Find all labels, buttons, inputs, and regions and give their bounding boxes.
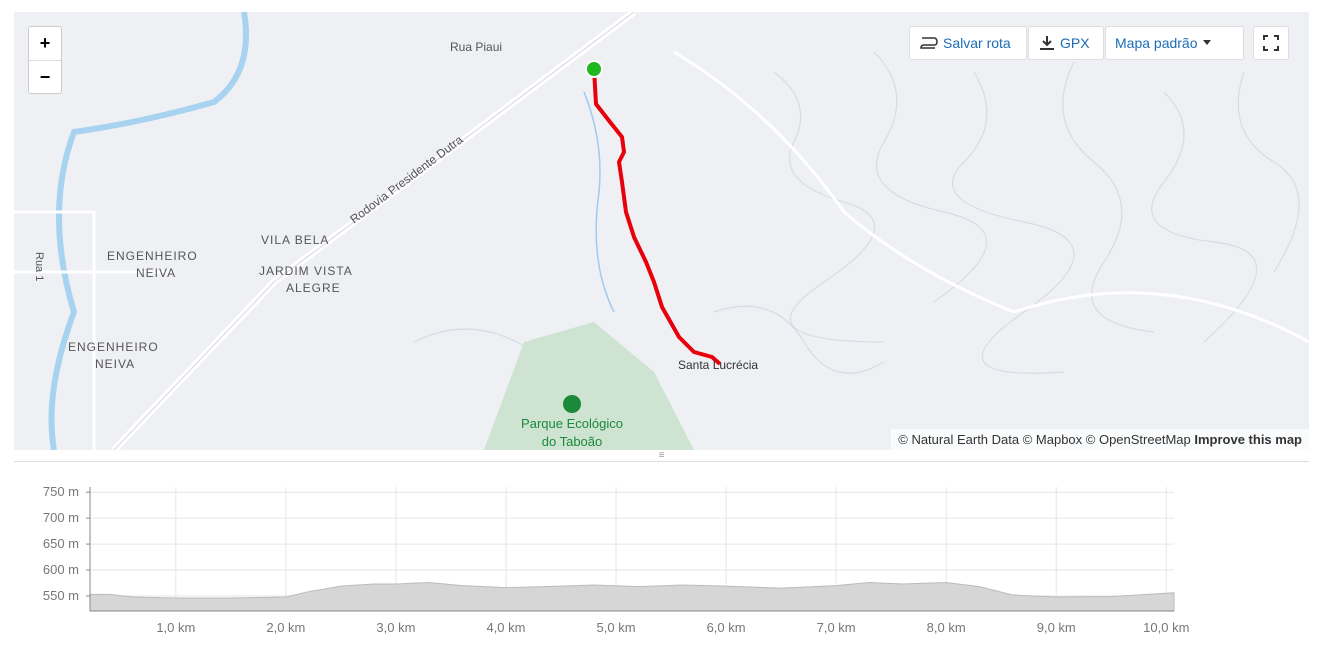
y-tick-label: 600 m [43, 562, 79, 577]
map-label: Santa Lucrécia [678, 358, 758, 372]
map-label: NEIVA [95, 357, 135, 371]
save-route-label: Salvar rota [943, 35, 1011, 51]
map-label: ENGENHEIRO [107, 249, 198, 263]
splitter[interactable]: ≡ [14, 450, 1309, 462]
attribution: © Natural Earth Data © Mapbox © OpenStre… [891, 429, 1309, 450]
elevation-area [89, 581, 1175, 612]
road [14, 210, 174, 450]
attribution-text: © Natural Earth Data © Mapbox © OpenStre… [898, 432, 1191, 447]
y-tick-label: 750 m [43, 484, 79, 499]
map-style-button[interactable]: Mapa padrão [1105, 26, 1244, 60]
map-label: ALEGRE [286, 281, 341, 295]
x-tick-label: 10,0 km [1143, 620, 1189, 635]
dropdown-icon [1202, 40, 1211, 45]
map-label: ENGENHEIRO [68, 340, 159, 354]
x-tick-label: 7,0 km [817, 620, 856, 635]
map-label: VILA BELA [261, 233, 329, 247]
map-label: Rodovia Presidente Dutra [347, 132, 465, 226]
map-label: do Taboão [542, 434, 603, 449]
x-tick-label: 5,0 km [597, 620, 636, 635]
river [48, 12, 249, 450]
x-tick-label: 6,0 km [707, 620, 746, 635]
map-label: JARDIM VISTA [259, 264, 353, 278]
elevation-chart: 1,0 km 2,0 km 3,0 km 4,0 km 5,0 km 6,0 km 7,0 … [43, 484, 1190, 635]
terrain [413, 51, 1300, 393]
highway-edge [113, 12, 635, 450]
route-icon [920, 37, 938, 49]
map-canvas: Rua Piaui Rodovia Presidente Dutra VILA … [14, 12, 1309, 450]
x-tick-label: 2,0 km [266, 620, 305, 635]
park-icon [563, 395, 581, 413]
x-tick-label: 3,0 km [376, 620, 415, 635]
park-area [484, 322, 694, 450]
road [673, 50, 1309, 344]
x-tick-label: 4,0 km [486, 620, 525, 635]
map-label: NEIVA [136, 266, 176, 280]
map: Rua Piaui Rodovia Presidente Dutra VILA … [14, 12, 1309, 450]
x-tick-label: 9,0 km [1037, 620, 1076, 635]
fullscreen-icon [1263, 35, 1279, 51]
route-line [592, 68, 722, 366]
fullscreen-button[interactable] [1253, 26, 1289, 60]
x-tick-label: 1,0 km [156, 620, 195, 635]
y-tick-label: 650 m [43, 536, 79, 551]
x-tick-label: 8,0 km [927, 620, 966, 635]
zoom-in-button[interactable]: + [29, 27, 61, 61]
zoom-controls: + − [28, 26, 62, 94]
download-icon [1040, 36, 1054, 50]
gpx-button[interactable]: GPX [1028, 26, 1104, 60]
map-style-label: Mapa padrão [1115, 35, 1198, 51]
y-tick-label: 550 m [43, 588, 79, 603]
zoom-out-button[interactable]: − [39, 67, 51, 87]
map-label: Rua 1 [33, 252, 45, 281]
route-start [585, 60, 603, 78]
gpx-label: GPX [1060, 35, 1090, 51]
save-route-button[interactable]: Salvar rota [909, 26, 1027, 60]
improve-link[interactable]: Improve this map [1194, 432, 1302, 447]
map-label: Parque Ecológico [521, 416, 623, 431]
y-tick-label: 700 m [43, 510, 79, 525]
stream [583, 91, 615, 313]
map-label: Rua Piaui [450, 40, 502, 54]
